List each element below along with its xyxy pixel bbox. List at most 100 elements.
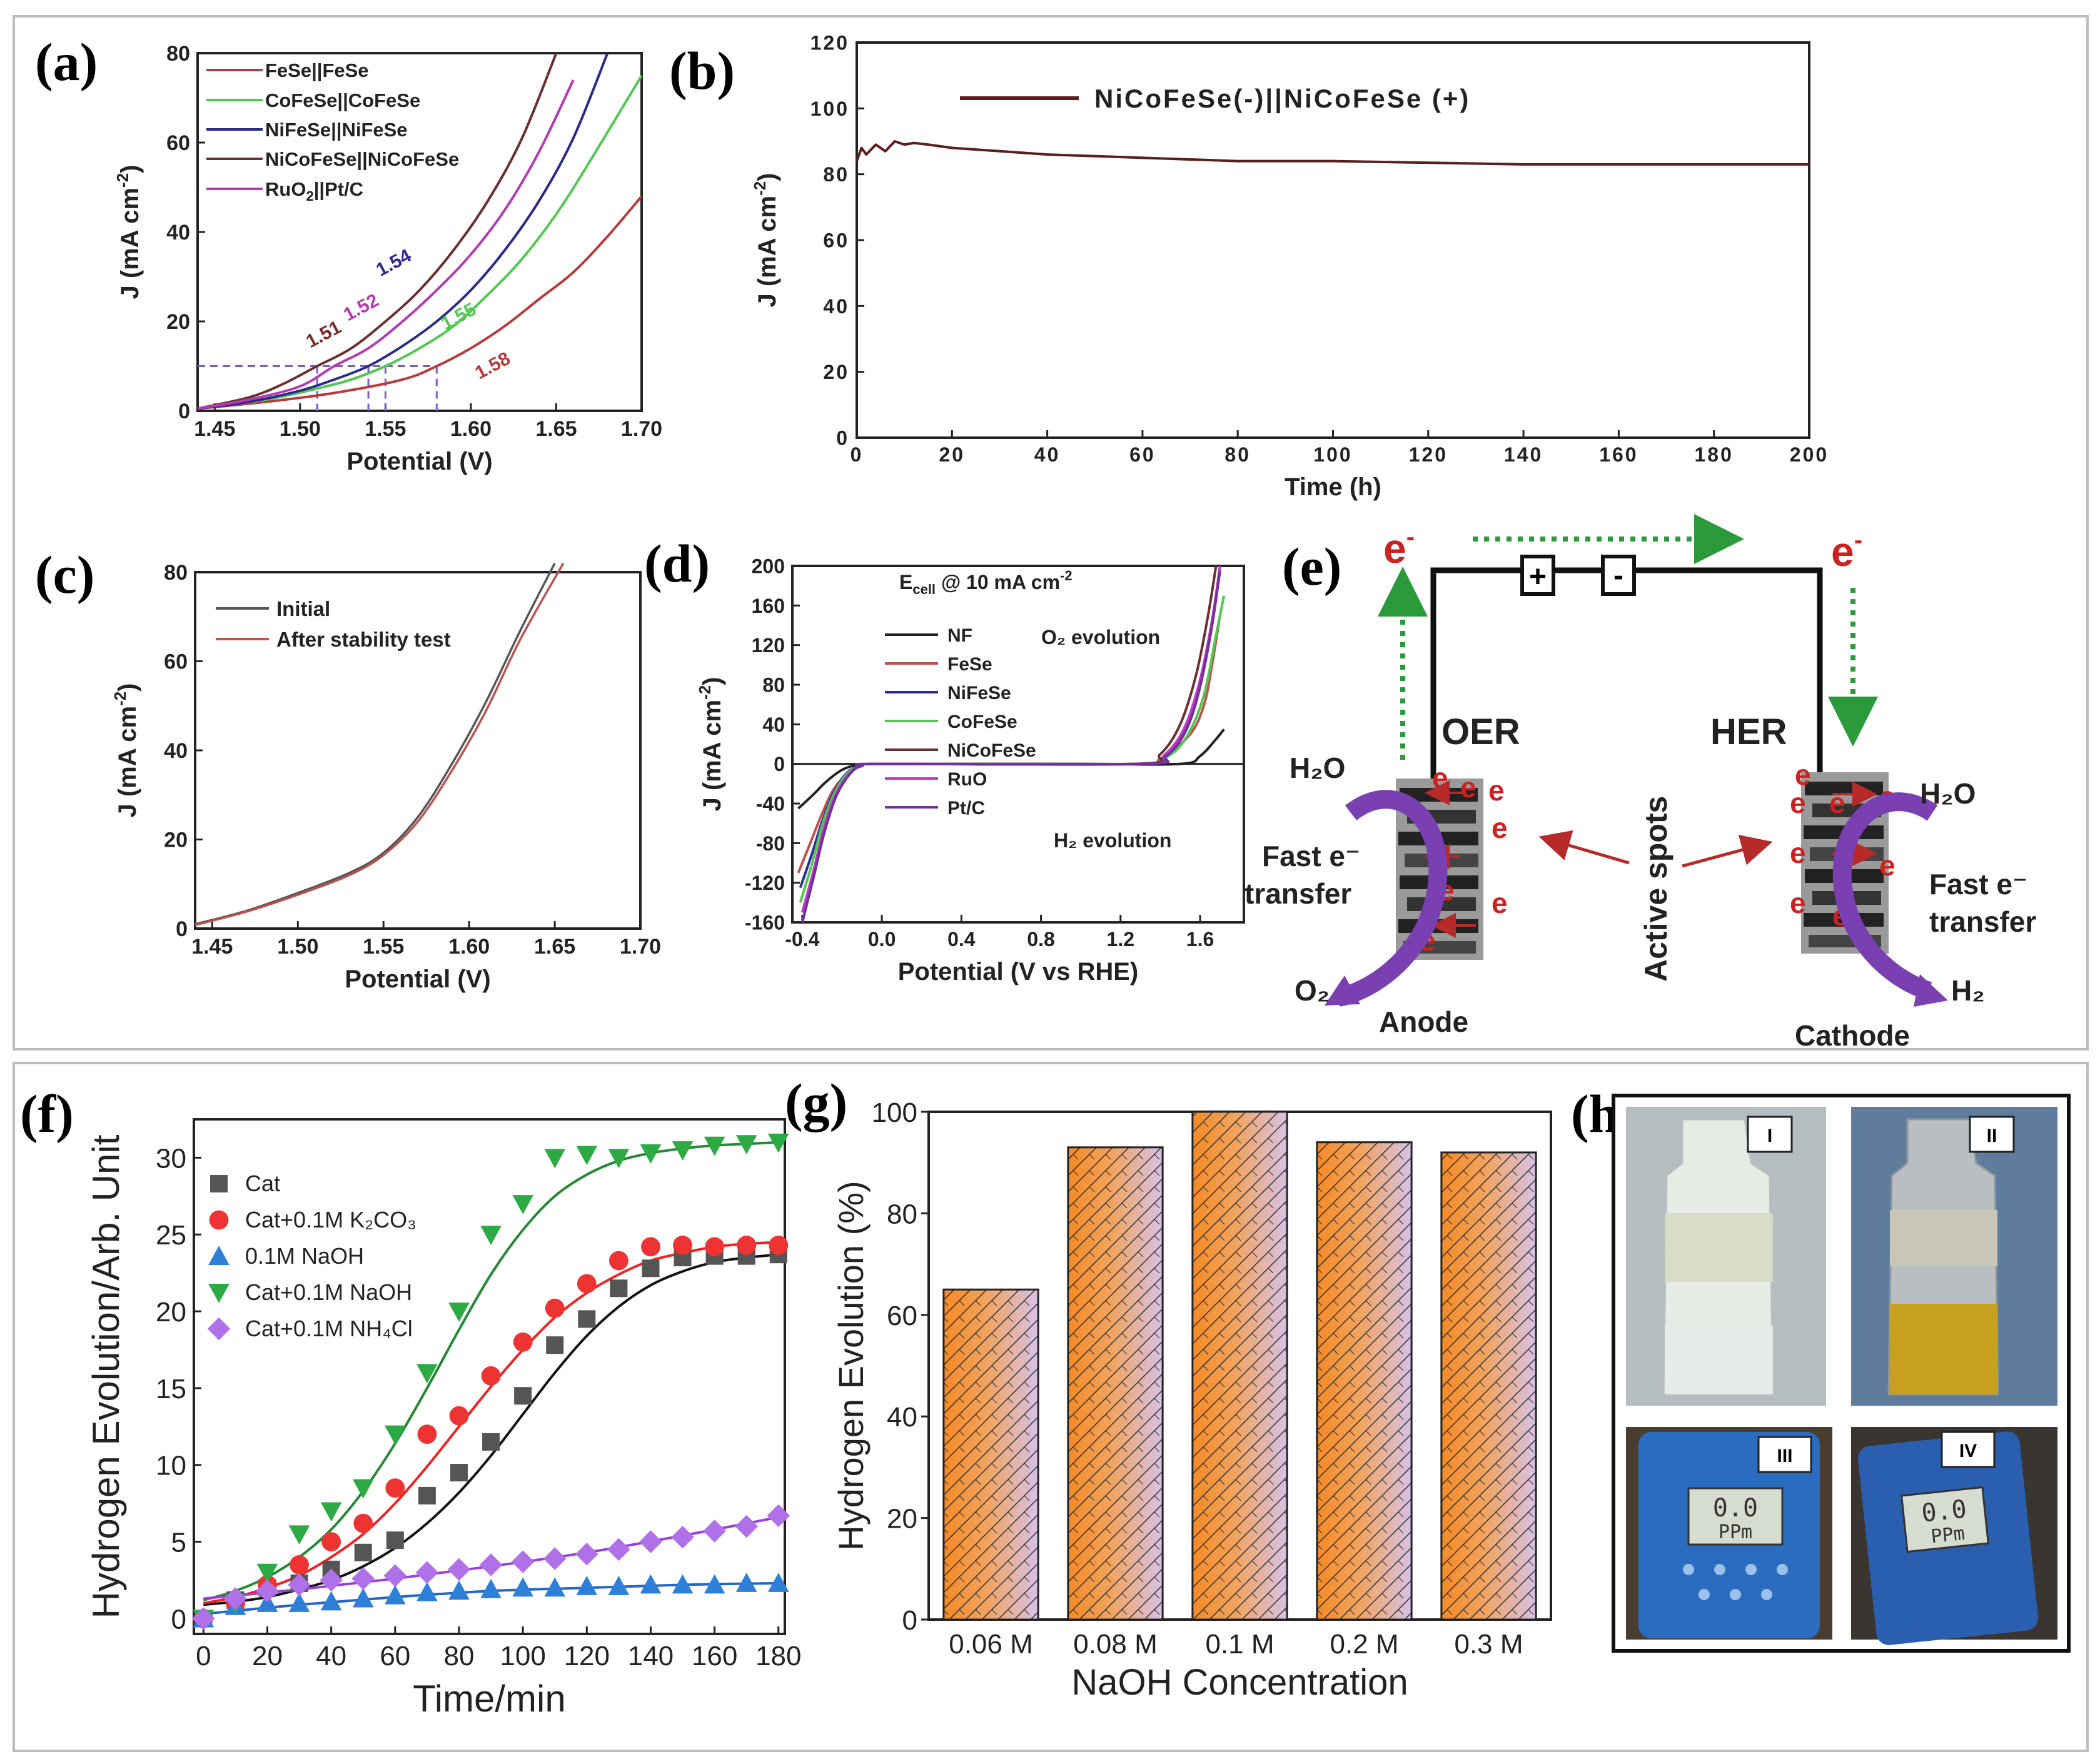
series-line-cat bbox=[203, 1253, 779, 1606]
data-point-cat-0-1m-nh-cl bbox=[383, 1564, 407, 1587]
panel-b-legend: NiCoFeSe(-)||NiCoFeSe (+) bbox=[960, 84, 1470, 114]
data-point-cat-0-1m-nh-cl bbox=[192, 1607, 215, 1630]
bar-hatch-0-3-m bbox=[1441, 1152, 1537, 1620]
y-tick-label-g: 20 bbox=[887, 1504, 917, 1535]
photo-ii: II bbox=[1851, 1107, 2057, 1406]
data-point-cat-0-1m-nh-cl bbox=[767, 1504, 790, 1528]
y-tick-label-a: 0 bbox=[178, 400, 190, 423]
y-tick-label-d: 40 bbox=[762, 713, 785, 736]
x-tick-label-g: 0.06 M bbox=[949, 1629, 1033, 1660]
x-tick-label-f: 80 bbox=[443, 1641, 474, 1671]
data-point-cat bbox=[354, 1543, 372, 1561]
panel-d-legend: NF FeSe NiFeSe CoFeSe NiCoFeSe RuO Pt/C bbox=[885, 625, 1036, 819]
x-tick-label-a: 1.50 bbox=[280, 417, 321, 441]
y-tick-label-c: 20 bbox=[164, 829, 188, 852]
legend-nicofese-stability: NiCoFeSe(-)||NiCoFeSe (+) bbox=[1094, 84, 1470, 114]
x-tick-label-d: 0.8 bbox=[1027, 928, 1054, 950]
y-tick-label-g: 100 bbox=[872, 1097, 917, 1128]
plus-terminal bbox=[1520, 555, 1555, 596]
x-tick-label-g: 0.2 M bbox=[1330, 1629, 1398, 1660]
svg-text:e: e bbox=[1488, 774, 1505, 807]
plot-frame-c bbox=[194, 571, 642, 930]
data-point-cat-0-1m-k-co bbox=[673, 1236, 692, 1255]
panel-h: (h) I II 0.0 PPm bbox=[1571, 1084, 2071, 1653]
panel-a-legend: FeSe||FeSe CoFeSe||CoFeSe NiFeSe||NiFeSe… bbox=[206, 59, 459, 204]
data-point-0-1m-naoh bbox=[352, 1588, 374, 1608]
x-tick-label-f: 0 bbox=[196, 1641, 211, 1671]
x-axis-label-c: Potential (V) bbox=[345, 965, 490, 993]
o2-label: O₂ bbox=[1295, 974, 1330, 1007]
data-point-cat-0-1m-nh-cl bbox=[320, 1568, 343, 1592]
data-point-cat-0-1m-k-co bbox=[290, 1555, 309, 1575]
x-tick-label-a: 1.65 bbox=[535, 417, 577, 441]
data-point-cat-0-1m-nh-cl bbox=[256, 1580, 279, 1603]
data-point-cat bbox=[642, 1259, 660, 1278]
x-axis-label-a: Potential (V) bbox=[346, 448, 492, 475]
data-point-cat bbox=[546, 1336, 564, 1354]
data-point-0-1m-naoh bbox=[480, 1578, 502, 1598]
legend-nifese: NiFeSe||NiFeSe bbox=[265, 119, 408, 141]
data-point-cat-0-1m-naoh bbox=[735, 1135, 757, 1155]
x-tick-label-d: 0.0 bbox=[868, 928, 896, 950]
h2o-right-label: H₂O bbox=[1920, 777, 1976, 810]
x-axis-label-g: NaOH Concentration bbox=[1071, 1662, 1408, 1703]
legend-after-stability: After stability test bbox=[276, 628, 451, 651]
data-point-cat bbox=[386, 1531, 404, 1550]
y-axis-label-end-b: ) bbox=[754, 173, 781, 181]
y-axis-label-sup-a: -2 bbox=[113, 173, 132, 188]
y-tick-label-c: 80 bbox=[164, 561, 188, 585]
x-tick-label-b: 80 bbox=[1224, 443, 1251, 466]
photo-iii: 0.0 PPm III bbox=[1626, 1427, 1832, 1640]
plot-frame-d bbox=[791, 565, 1245, 924]
svg-text:e: e bbox=[1790, 887, 1806, 919]
y-tick-label-d: -120 bbox=[745, 872, 785, 894]
series-line-nifese-nifese bbox=[197, 53, 609, 410]
x-tick-label-c: 1.50 bbox=[277, 935, 318, 959]
data-point-cat-0-1m-nh-cl bbox=[479, 1553, 503, 1576]
data-point-0-1m-naoh bbox=[704, 1574, 725, 1594]
y-axis-label-c: J (mA cm-2) bbox=[111, 683, 141, 817]
legend-nifese: NiFeSe bbox=[947, 683, 1011, 703]
meter-iv-screen bbox=[1901, 1486, 1989, 1553]
top-frame bbox=[13, 15, 2089, 1051]
data-point-cat-0-1m-nh-cl bbox=[447, 1558, 471, 1581]
y-tick-label-f: 20 bbox=[156, 1297, 186, 1328]
data-point-cat bbox=[610, 1279, 628, 1298]
data-point-cat-0-1m-naoh bbox=[767, 1133, 789, 1153]
y-tick-label-d: -40 bbox=[756, 793, 785, 815]
legend-cat-0-1m-naoh: Cat+0.1M NaOH bbox=[245, 1279, 412, 1305]
active-spot-arrow-right bbox=[1682, 834, 1773, 868]
data-point-cat-0-1m-nh-cl bbox=[607, 1538, 630, 1561]
svg-text:e: e bbox=[1879, 849, 1896, 882]
data-point-cat-0-1m-k-co bbox=[608, 1251, 628, 1271]
electron-label-left: e- bbox=[1383, 523, 1415, 572]
y-axis-label-end-c: ) bbox=[114, 683, 141, 691]
data-point-cat-0-1m-naoh bbox=[385, 1425, 406, 1445]
data-point-cat-0-1m-naoh bbox=[320, 1502, 342, 1522]
y-tick-label-f: 30 bbox=[156, 1143, 186, 1174]
panel-c: (c) 1.45 1.50 1.55 1.60 1.65 1.70 0 20 40 60 80 Pot… bbox=[35, 545, 661, 993]
data-point-cat-0-1m-k-co bbox=[577, 1274, 597, 1294]
y-axis-label-a: J (mA cm-2) bbox=[113, 164, 144, 299]
x-tick-label-b: 120 bbox=[1409, 443, 1448, 466]
x-tick-label-f: 100 bbox=[500, 1641, 545, 1671]
series-line-nicofese-nicofese bbox=[197, 53, 558, 410]
panel-f: (f) 0 20 40 60 80 100 120 140 160 180 0 5 10 15 20 25 30… bbox=[20, 1084, 801, 1720]
h2-evolution-label: H₂ evolution bbox=[1054, 829, 1171, 852]
legend-marker-0-1m-naoh bbox=[208, 1246, 230, 1265]
data-point-0-1m-naoh bbox=[672, 1574, 694, 1594]
photo-iii-label: III bbox=[1777, 1446, 1792, 1466]
y-tick-label-b: 120 bbox=[810, 32, 849, 54]
x-tick-label-b: 100 bbox=[1313, 443, 1352, 466]
x-tick-label-b: 140 bbox=[1504, 443, 1543, 466]
data-point-cat-0-1m-k-co bbox=[417, 1424, 437, 1444]
legend-fese: FeSe||FeSe bbox=[265, 59, 369, 81]
y-tick-label-f: 0 bbox=[171, 1604, 186, 1635]
svg-text:e: e bbox=[1790, 787, 1806, 819]
x-tick-label-a: 1.45 bbox=[194, 417, 235, 441]
x-axis-label-b: Time (h) bbox=[1285, 473, 1381, 501]
data-point-cat-0-1m-nh-cl bbox=[703, 1520, 726, 1543]
svg-text:e: e bbox=[1829, 787, 1845, 819]
data-point-cat-0-1m-k-co bbox=[353, 1513, 373, 1533]
